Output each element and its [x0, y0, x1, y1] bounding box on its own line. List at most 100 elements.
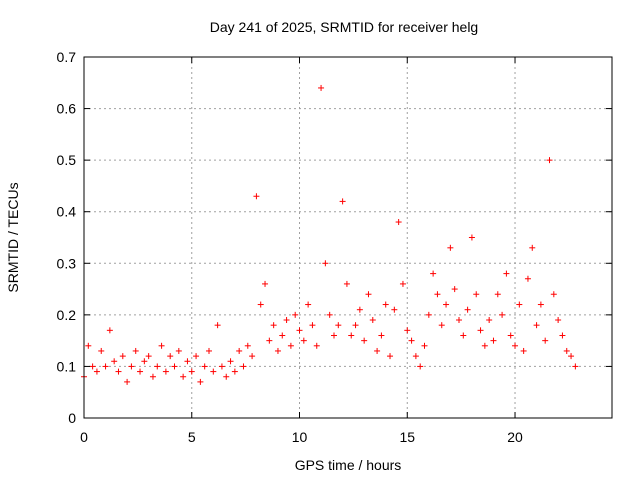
data-point: [128, 363, 135, 370]
data-point: [494, 291, 501, 298]
data-point: [330, 332, 337, 339]
y-tick-label: 0.2: [57, 307, 77, 323]
data-point: [374, 347, 381, 354]
data-point: [279, 332, 286, 339]
data-point: [382, 301, 389, 308]
data-point: [451, 286, 458, 293]
data-point: [141, 358, 148, 365]
data-point: [537, 301, 544, 308]
data-point: [438, 322, 445, 329]
y-tick-label: 0.3: [57, 255, 77, 271]
data-point: [425, 311, 432, 318]
data-point: [412, 353, 419, 360]
data-point: [503, 270, 510, 277]
data-point: [292, 311, 299, 318]
data-point: [417, 363, 424, 370]
data-point: [249, 353, 256, 360]
data-point: [477, 327, 484, 334]
data-point: [421, 342, 428, 349]
data-point: [201, 363, 208, 370]
data-point: [356, 306, 363, 313]
data-point: [305, 301, 312, 308]
data-point: [430, 270, 437, 277]
data-point: [300, 337, 307, 344]
data-point: [124, 378, 131, 385]
data-point: [468, 234, 475, 241]
data-point: [408, 337, 415, 344]
y-tick-label: 0.7: [57, 49, 77, 65]
data-point: [145, 353, 152, 360]
data-point: [546, 157, 553, 164]
data-point: [339, 198, 346, 205]
data-point: [119, 353, 126, 360]
x-tick-label: 10: [292, 429, 308, 445]
data-point: [378, 332, 385, 339]
data-point: [85, 342, 92, 349]
data-point: [154, 363, 161, 370]
data-point: [326, 311, 333, 318]
data-point: [98, 347, 105, 354]
plot-frame: [83, 56, 613, 419]
y-tick-label: 0.1: [57, 358, 77, 374]
data-point: [175, 347, 182, 354]
data-point: [266, 337, 273, 344]
y-axis-label: SRMTID / TECUs: [5, 182, 21, 292]
grid-lines: [84, 57, 612, 418]
data-point: [309, 322, 316, 329]
data-point: [106, 327, 113, 334]
data-point: [443, 301, 450, 308]
x-tick-label: 15: [399, 429, 415, 445]
data-point: [296, 327, 303, 334]
data-point: [313, 342, 320, 349]
data-point: [404, 327, 411, 334]
y-tick-label: 0: [68, 410, 76, 426]
data-point: [512, 342, 519, 349]
data-point: [395, 219, 402, 226]
y-tick-label: 0.6: [57, 101, 77, 117]
data-point: [568, 353, 575, 360]
data-point: [434, 291, 441, 298]
data-point: [529, 244, 536, 251]
data-point: [481, 342, 488, 349]
data-point: [499, 311, 506, 318]
data-point: [184, 358, 191, 365]
data-point: [223, 373, 230, 380]
data-point: [391, 306, 398, 313]
data-point: [171, 363, 178, 370]
data-point: [274, 347, 281, 354]
data-point: [387, 353, 394, 360]
data-point: [111, 358, 118, 365]
data-point: [137, 368, 144, 375]
x-tick-label: 0: [80, 429, 88, 445]
data-point: [270, 322, 277, 329]
data-point: [227, 358, 234, 365]
x-tick-label: 5: [188, 429, 196, 445]
data-point: [218, 363, 225, 370]
data-point: [89, 363, 96, 370]
data-point: [348, 332, 355, 339]
data-point: [563, 347, 570, 354]
data-point: [542, 337, 549, 344]
data-point: [231, 368, 238, 375]
data-point: [162, 368, 169, 375]
data-point: [132, 347, 139, 354]
data-point: [550, 291, 557, 298]
data-point: [102, 363, 109, 370]
data-point: [343, 280, 350, 287]
data-point: [236, 347, 243, 354]
data-point: [490, 337, 497, 344]
data-point: [115, 368, 122, 375]
data-point: [93, 368, 100, 375]
data-point: [180, 373, 187, 380]
x-tick-label: 20: [507, 429, 523, 445]
data-point: [322, 260, 329, 267]
x-axis-label: GPS time / hours: [295, 457, 402, 473]
y-tick-label: 0.4: [57, 204, 77, 220]
data-point: [365, 291, 372, 298]
data-point: [262, 280, 269, 287]
data-point: [149, 373, 156, 380]
data-point: [244, 342, 251, 349]
data-point: [318, 84, 325, 91]
data-point: [464, 306, 471, 313]
